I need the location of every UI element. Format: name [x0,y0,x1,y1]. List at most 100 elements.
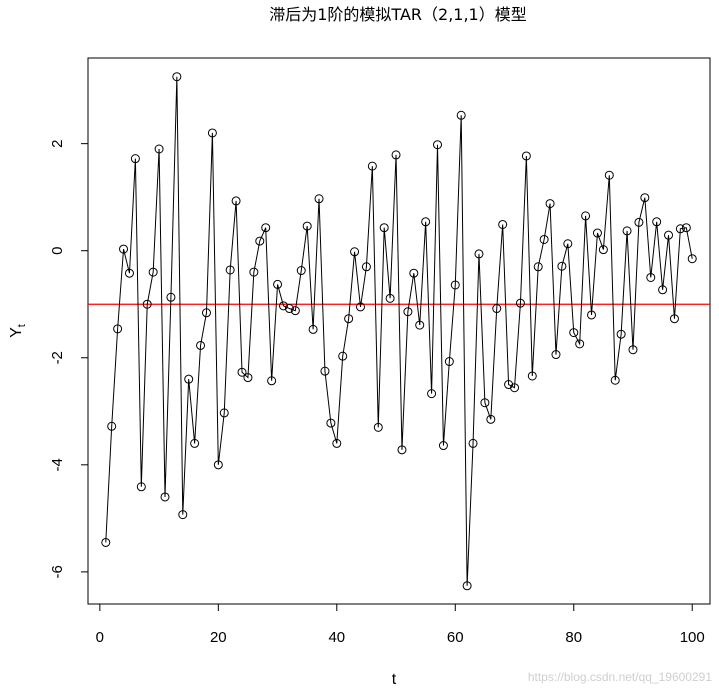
data-point [581,211,591,221]
data-point [492,304,502,314]
series-layer [101,72,697,591]
data-point [101,537,111,547]
data-point [628,345,638,355]
x-axis: 0 20 40 60 80 100 [96,603,705,646]
data-point [510,383,520,393]
data-point [438,441,448,451]
data-point [664,230,674,240]
x-tick-label: 40 [328,629,345,646]
data-point [421,217,431,227]
data-point [616,329,626,339]
x-tick-label: 80 [565,629,582,646]
data-point [231,196,241,206]
data-point [634,217,644,227]
data-point [681,223,691,233]
data-point [243,373,253,383]
data-point [587,310,597,320]
data-point [225,265,235,275]
data-point [219,408,229,418]
x-tick-label: 0 [96,629,104,646]
x-axis-label: t [392,671,397,688]
watermark: https://blog.csdn.net/qq_19600291 [528,670,712,684]
data-point [515,298,525,308]
data-point [320,366,330,376]
data-point [409,268,419,278]
data-point [521,151,531,161]
y-tick-label: 0 [49,247,66,255]
data-point [154,144,164,154]
data-point [344,314,354,324]
data-point [201,308,211,318]
data-point [545,199,555,209]
data-point [124,268,134,278]
data-point [196,340,206,350]
data-point [178,510,188,520]
data-point [569,328,579,338]
data-point [622,226,632,236]
data-point [113,324,123,334]
data-point [551,350,561,360]
y-axis-label: Yt [8,324,28,338]
data-point [326,418,336,428]
chart-title: 滞后为1阶的模拟TAR（2,1,1）模型 [269,5,527,24]
data-point [604,170,614,180]
data-point [486,414,496,424]
data-point [119,244,129,254]
data-point [184,374,194,384]
data-point [575,339,585,349]
data-point [498,219,508,229]
data-point [166,292,176,302]
data-point [658,285,668,295]
data-point [308,324,318,334]
data-point [255,236,265,246]
data-point [462,581,472,591]
data-point [367,161,377,171]
data-point [373,422,383,432]
y-tick-label: -2 [49,351,66,364]
data-point [213,460,223,470]
data-point [415,320,425,330]
data-point [687,254,697,264]
x-tick-label: 20 [210,629,227,646]
data-point [385,293,395,303]
data-point [433,140,443,150]
x-tick-label: 100 [680,629,705,646]
data-point [130,154,140,164]
data-point [237,367,247,377]
data-point [444,357,454,367]
data-point [675,224,685,234]
data-point [249,267,259,277]
data-point [290,306,300,316]
y-tick-label: -4 [49,458,66,471]
data-point [142,299,152,309]
data-point [640,193,650,203]
data-point [652,217,662,227]
data-point [350,247,360,257]
data-point [261,223,271,233]
y-tick-label: 2 [49,139,66,147]
data-point [332,438,342,448]
data-point [474,249,484,259]
data-point [557,261,567,271]
data-point [397,445,407,455]
data-point [450,280,460,290]
series-line [105,76,693,586]
data-point [669,314,679,324]
data-point [338,351,348,361]
data-point [468,438,478,448]
data-point [403,307,413,317]
data-point [598,245,608,255]
data-point [610,375,620,385]
y-axis-label-group: Yt [8,324,28,338]
data-point [563,239,573,249]
data-point [190,438,200,448]
data-point [539,234,549,244]
data-point [379,223,389,233]
data-point [273,279,283,289]
data-point [207,128,217,138]
data-point [361,262,371,272]
data-point [646,272,656,282]
data-point [160,492,170,502]
data-point [267,376,277,386]
